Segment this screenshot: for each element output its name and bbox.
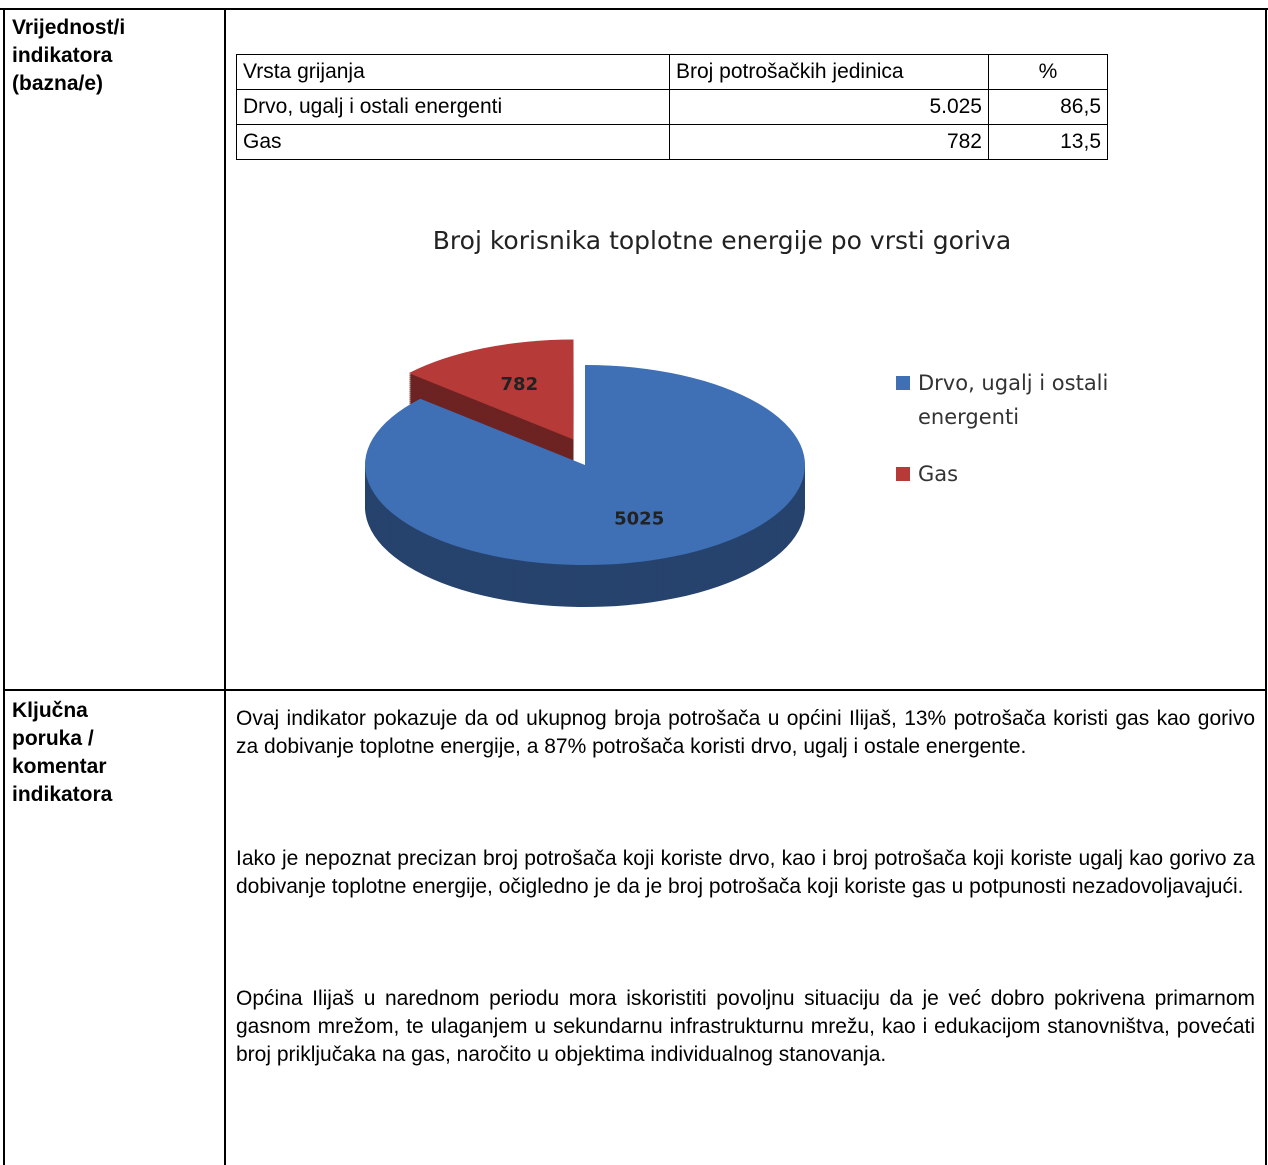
paragraph: Ovaj indikator pokazuje da od ukupnog br… <box>236 707 1255 758</box>
data-table: Vrsta grijanja Broj potrošačkih jedinica%… <box>236 54 1108 160</box>
data-label: 5025 <box>614 509 664 530</box>
cell: Gas <box>236 124 670 160</box>
cell: 13,5 <box>988 124 1108 160</box>
border <box>0 8 1268 10</box>
legend-swatch <box>896 467 910 481</box>
legend-label: Drvo, ugalj i ostali energenti <box>918 371 1109 429</box>
row-label: Ključna poruka / komentar indikatora <box>12 699 113 806</box>
chart: Broj korisnika toplotne energije po vrst… <box>364 226 1011 607</box>
cell: % <box>988 54 1108 90</box>
cell: 86,5 <box>988 89 1108 125</box>
cell: 782 <box>669 124 989 160</box>
border <box>224 8 226 1165</box>
legend-label: Gas <box>918 462 959 486</box>
slice <box>364 365 805 565</box>
data-label: 782 <box>501 374 539 395</box>
cell: 5.025 <box>669 89 989 125</box>
legend-swatch <box>896 376 910 390</box>
paragraph: Iako je nepoznat precizan broj potrošača… <box>236 847 1255 898</box>
paragraph: Općina Ilijaš u narednom periodu mora is… <box>236 987 1255 1066</box>
slice <box>408 339 574 440</box>
legend-item: Gas <box>896 457 1178 491</box>
cell: Vrsta grijanja <box>236 54 670 90</box>
border <box>3 689 1267 691</box>
legend-item: Drvo, ugalj i ostali energenti <box>896 366 1178 434</box>
border <box>3 8 5 1165</box>
cell: Drvo, ugalj i ostali energenti <box>236 89 670 125</box>
row-label: Vrijednost/i indikatora (bazna/e) <box>12 16 126 95</box>
chart-title: Broj korisnika toplotne energije po vrst… <box>433 226 1011 255</box>
border <box>1265 8 1267 1165</box>
